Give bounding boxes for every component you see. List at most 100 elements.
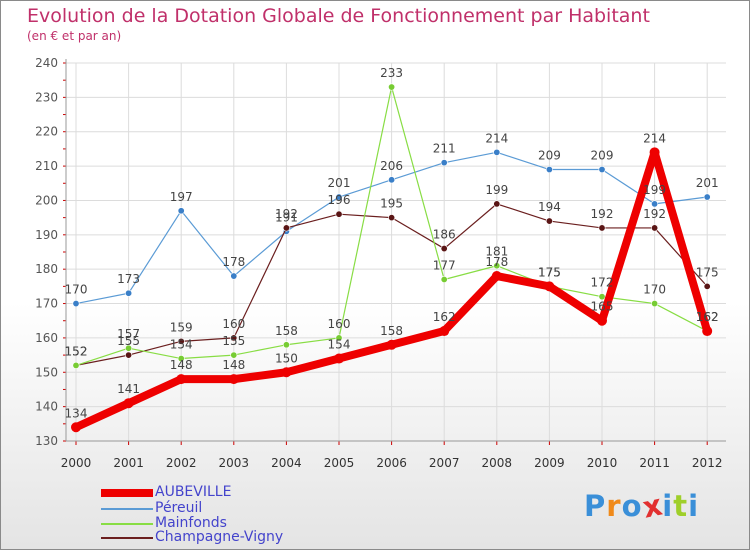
logo-letter: o [621, 489, 643, 523]
data-point-champagne-vigny [598, 224, 606, 232]
data-label-champagne-vigny: 196 [328, 193, 351, 207]
chart-title: Evolution de la Dotation Globale de Fonc… [27, 5, 650, 27]
data-point-mainfonds [493, 262, 501, 270]
data-point-p-reuil [493, 148, 501, 156]
legend-swatch [101, 508, 153, 510]
logo-letter: i [688, 489, 700, 523]
data-point-champagne-vigny [651, 224, 659, 232]
data-label-aubeville: 178 [485, 255, 508, 269]
data-point-champagne-vigny [703, 282, 711, 290]
data-label-aubeville: 162 [433, 310, 456, 324]
data-point-aubeville [71, 422, 81, 433]
data-point-aubeville [123, 398, 134, 409]
data-label-champagne-vigny: 160 [222, 317, 245, 331]
data-label-mainfonds: 177 [433, 258, 456, 272]
data-label-champagne-vigny: 194 [538, 200, 561, 214]
data-point-champagne-vigny [177, 337, 185, 345]
data-point-p-reuil [177, 207, 185, 215]
y-tick-label: 160 [35, 331, 58, 345]
data-label-p-reuil: 201 [328, 176, 351, 190]
data-point-aubeville [544, 281, 555, 292]
data-point-p-reuil [335, 193, 343, 201]
data-point-p-reuil [703, 193, 711, 201]
data-label-aubeville: 154 [328, 338, 351, 352]
data-label-aubeville: 162 [696, 310, 719, 324]
x-tick-label: 2010 [587, 456, 618, 470]
data-label-champagne-vigny: 155 [117, 334, 140, 348]
data-point-champagne-vigny [282, 224, 290, 232]
legend-item: Péreuil [101, 500, 421, 516]
data-label-aubeville: 158 [380, 324, 403, 338]
data-point-aubeville [649, 147, 660, 158]
data-point-champagne-vigny [230, 334, 238, 342]
data-label-p-reuil: 173 [117, 272, 140, 286]
y-tick-label: 210 [35, 159, 58, 173]
data-label-mainfonds: 162 [696, 310, 719, 324]
data-label-mainfonds: 175 [538, 265, 561, 279]
x-tick-label: 2007 [429, 456, 460, 470]
legend-swatch [101, 523, 153, 525]
x-tick-label: 2002 [166, 456, 197, 470]
data-label-p-reuil: 191 [275, 210, 298, 224]
data-label-p-reuil: 209 [538, 149, 561, 163]
data-label-champagne-vigny: 192 [591, 207, 614, 221]
legend-swatch [101, 537, 153, 539]
data-label-champagne-vigny: 192 [643, 207, 666, 221]
data-point-mainfonds [651, 300, 659, 308]
y-tick-label: 180 [35, 262, 58, 276]
logo-letter: P [584, 489, 607, 523]
y-tick-label: 230 [35, 90, 58, 104]
data-point-p-reuil [125, 289, 133, 297]
data-label-p-reuil: 211 [433, 142, 456, 156]
data-label-mainfonds: 152 [65, 344, 88, 358]
data-label-aubeville: 165 [591, 300, 614, 314]
data-point-aubeville [491, 271, 502, 282]
y-tick-label: 220 [35, 125, 58, 139]
data-point-mainfonds [125, 344, 133, 352]
y-tick-label: 150 [35, 365, 58, 379]
data-point-champagne-vigny [388, 214, 396, 222]
logo-letter: t [673, 489, 689, 523]
legend-label: AUBEVILLE [155, 484, 232, 500]
chart-subtitle: (en € et par an) [27, 29, 122, 43]
data-label-champagne-vigny: 192 [275, 207, 298, 221]
data-point-p-reuil [72, 300, 80, 308]
data-point-p-reuil [598, 166, 606, 174]
data-label-mainfonds: 160 [328, 317, 351, 331]
data-point-mainfonds [177, 355, 185, 363]
x-tick-label: 2004 [271, 456, 302, 470]
data-label-champagne-vigny: 199 [485, 183, 508, 197]
y-tick-label: 190 [35, 228, 58, 242]
data-point-aubeville [597, 315, 607, 326]
data-point-mainfonds [230, 351, 238, 359]
data-label-aubeville: 141 [117, 382, 140, 396]
data-point-champagne-vigny [545, 217, 553, 225]
legend-item: Champagne-Vigny [101, 529, 421, 545]
logo-letter: r [606, 489, 622, 523]
data-point-champagne-vigny [335, 210, 343, 218]
data-point-mainfonds [72, 361, 80, 369]
logo-letter: i [662, 489, 674, 523]
y-tick-label: 240 [35, 56, 58, 70]
x-tick-label: 2003 [219, 456, 250, 470]
data-label-aubeville: 148 [170, 358, 193, 372]
data-label-mainfonds: 154 [170, 338, 193, 352]
data-point-aubeville [281, 367, 292, 378]
data-point-mainfonds [598, 293, 606, 301]
data-label-champagne-vigny: 186 [433, 228, 456, 242]
data-label-mainfonds: 172 [591, 276, 614, 290]
x-tick-label: 2005 [324, 456, 355, 470]
data-label-aubeville: 150 [275, 351, 298, 365]
data-label-champagne-vigny: 159 [170, 320, 193, 334]
data-label-p-reuil: 170 [65, 283, 88, 297]
data-point-aubeville [334, 353, 344, 364]
legend-label: Champagne-Vigny [155, 529, 284, 545]
data-point-aubeville [702, 326, 713, 337]
data-point-mainfonds [282, 341, 290, 349]
data-point-mainfonds [388, 83, 396, 91]
data-point-champagne-vigny [125, 351, 133, 359]
x-tick-label: 2012 [692, 456, 723, 470]
data-label-p-reuil: 209 [591, 149, 614, 163]
